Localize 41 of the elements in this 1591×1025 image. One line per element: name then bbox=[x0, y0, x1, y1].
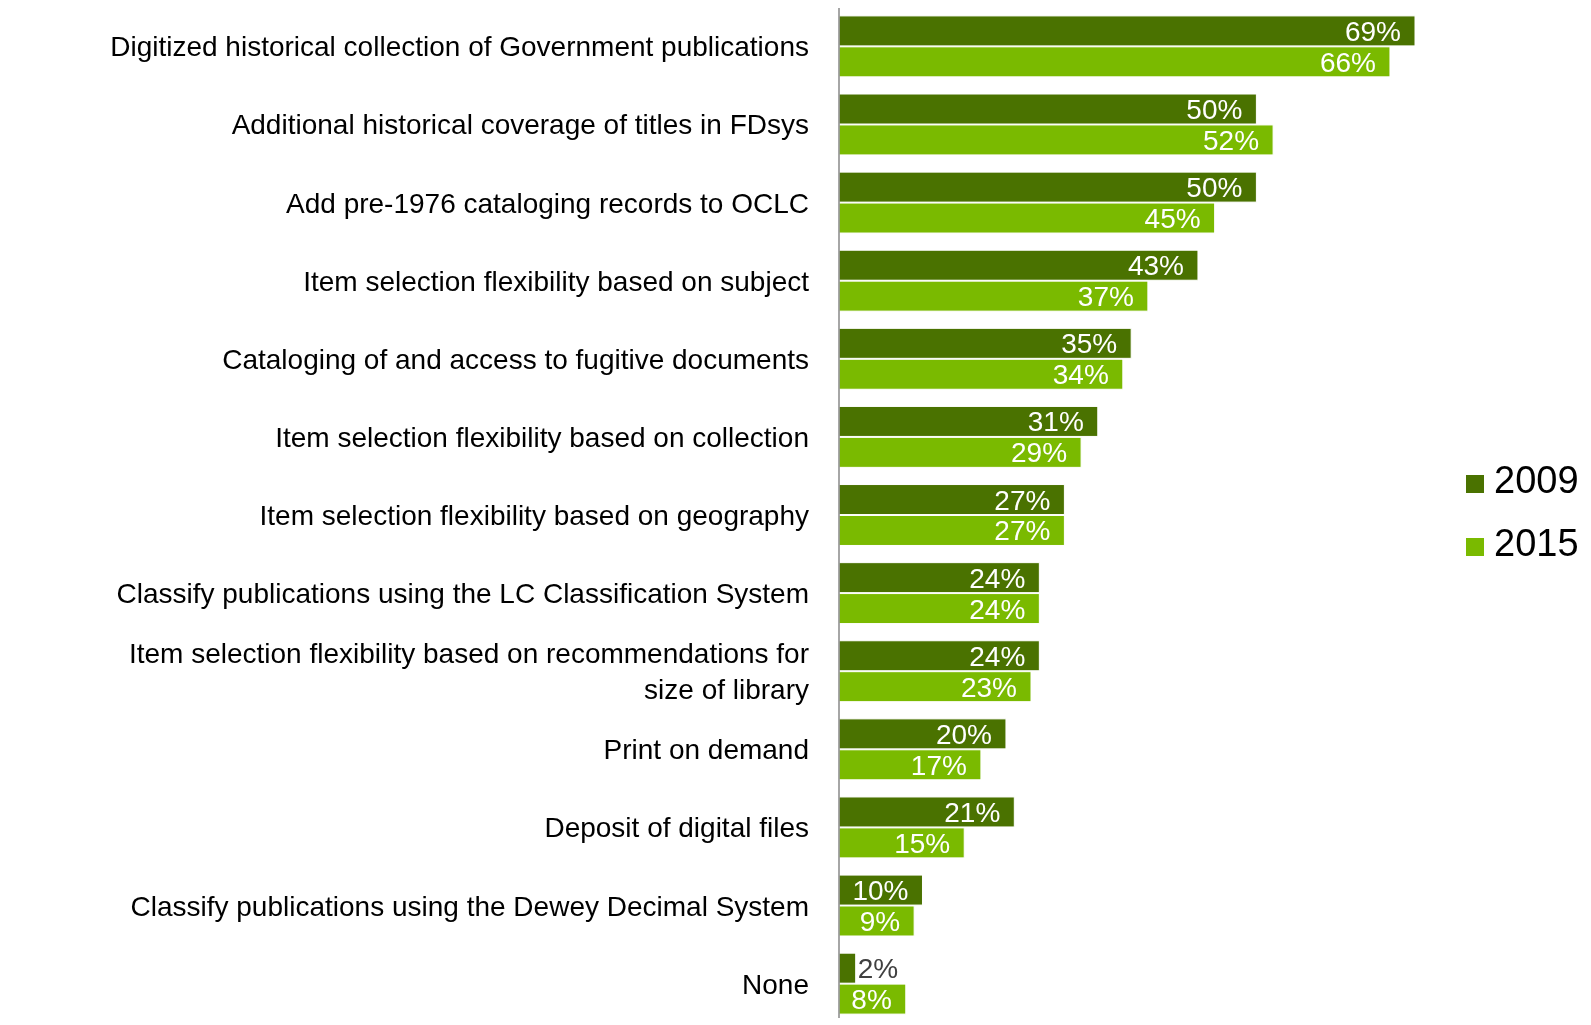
y-tick-label: Item selection flexibility based on recommendations for size of library bbox=[128, 638, 809, 706]
data-label: 50% bbox=[1186, 94, 1243, 126]
y-tick-label: Item selection flexibility based on subject bbox=[303, 265, 810, 297]
data-label: 45% bbox=[1144, 203, 1201, 235]
data-label: 24% bbox=[969, 593, 1026, 625]
y-tick-label: Classify publications using the Dewey Decimal System bbox=[130, 890, 809, 922]
data-label: 9% bbox=[859, 905, 901, 937]
data-label: 2% bbox=[857, 953, 899, 985]
data-label: 20% bbox=[935, 718, 992, 750]
data-label: 37% bbox=[1077, 281, 1134, 313]
data-label: 27% bbox=[994, 484, 1051, 516]
data-label: 17% bbox=[910, 749, 967, 781]
data-label: 8% bbox=[851, 984, 892, 1016]
data-label: 27% bbox=[994, 515, 1051, 547]
data-label: 50% bbox=[1186, 172, 1243, 204]
data-label: 52% bbox=[1203, 124, 1260, 156]
legend-label: 2009 bbox=[1494, 459, 1579, 501]
data-label: 66% bbox=[1319, 46, 1376, 78]
y-tick-label: Item selection flexibility based on collection bbox=[275, 421, 809, 453]
y-tick-label: None bbox=[742, 968, 809, 1000]
data-label: 24% bbox=[969, 640, 1026, 672]
y-tick-label: Additional historical coverage of titles in FDsys bbox=[231, 109, 809, 141]
y-tick-label: Deposit of digital files bbox=[544, 812, 809, 844]
data-label: 69% bbox=[1344, 15, 1401, 47]
data-label: 31% bbox=[1027, 406, 1084, 438]
data-label: 21% bbox=[944, 796, 1001, 828]
data-label: 10% bbox=[852, 875, 909, 907]
data-label: 34% bbox=[1052, 359, 1109, 391]
y-tick-label: Add pre-1976 cataloging records to OCLC bbox=[286, 187, 809, 219]
data-label: 24% bbox=[969, 562, 1026, 594]
legend-label: 2015 bbox=[1494, 522, 1579, 564]
data-label: 29% bbox=[1011, 437, 1068, 469]
data-label: 23% bbox=[960, 671, 1017, 703]
data-label: 35% bbox=[1061, 328, 1118, 360]
y-tick-label: Item selection flexibility based on geography bbox=[259, 500, 809, 531]
y-tick-label: Print on demand bbox=[603, 734, 809, 766]
y-tick-label: Digitized historical collection of Government publications bbox=[110, 31, 809, 63]
y-tick-label: Classify publications using the LC Classification System bbox=[116, 578, 809, 610]
data-label: 15% bbox=[894, 827, 951, 859]
y-tick-label: Cataloging of and access to fugitive documents bbox=[222, 343, 809, 375]
data-label: 43% bbox=[1127, 250, 1184, 282]
